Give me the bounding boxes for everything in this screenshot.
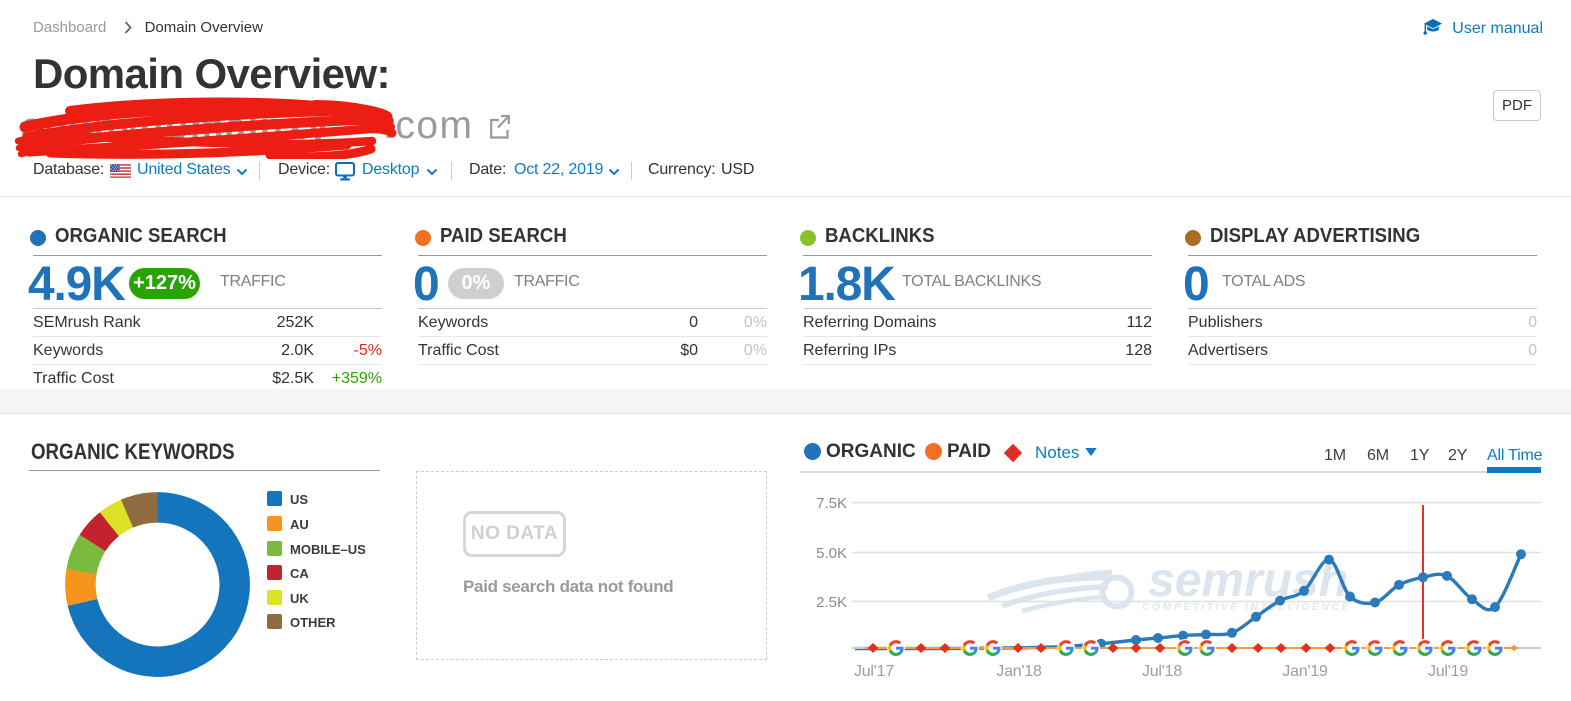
svg-text:Jul'19: Jul'19 [1428, 663, 1468, 680]
svg-text:Jan'18: Jan'18 [996, 663, 1042, 680]
svg-text:Jan'19: Jan'19 [1282, 663, 1328, 680]
svg-text:COMPETITIVE INTELLIGENCE: COMPETITIVE INTELLIGENCE [1142, 601, 1351, 613]
svg-text:2.5K: 2.5K [816, 594, 847, 611]
svg-text:7.5K: 7.5K [816, 495, 847, 512]
svg-text:5.0K: 5.0K [816, 545, 847, 562]
svg-text:Jul'17: Jul'17 [854, 663, 894, 680]
svg-text:Jul'18: Jul'18 [1142, 663, 1182, 680]
svg-text:semrush: semrush [1148, 554, 1348, 607]
